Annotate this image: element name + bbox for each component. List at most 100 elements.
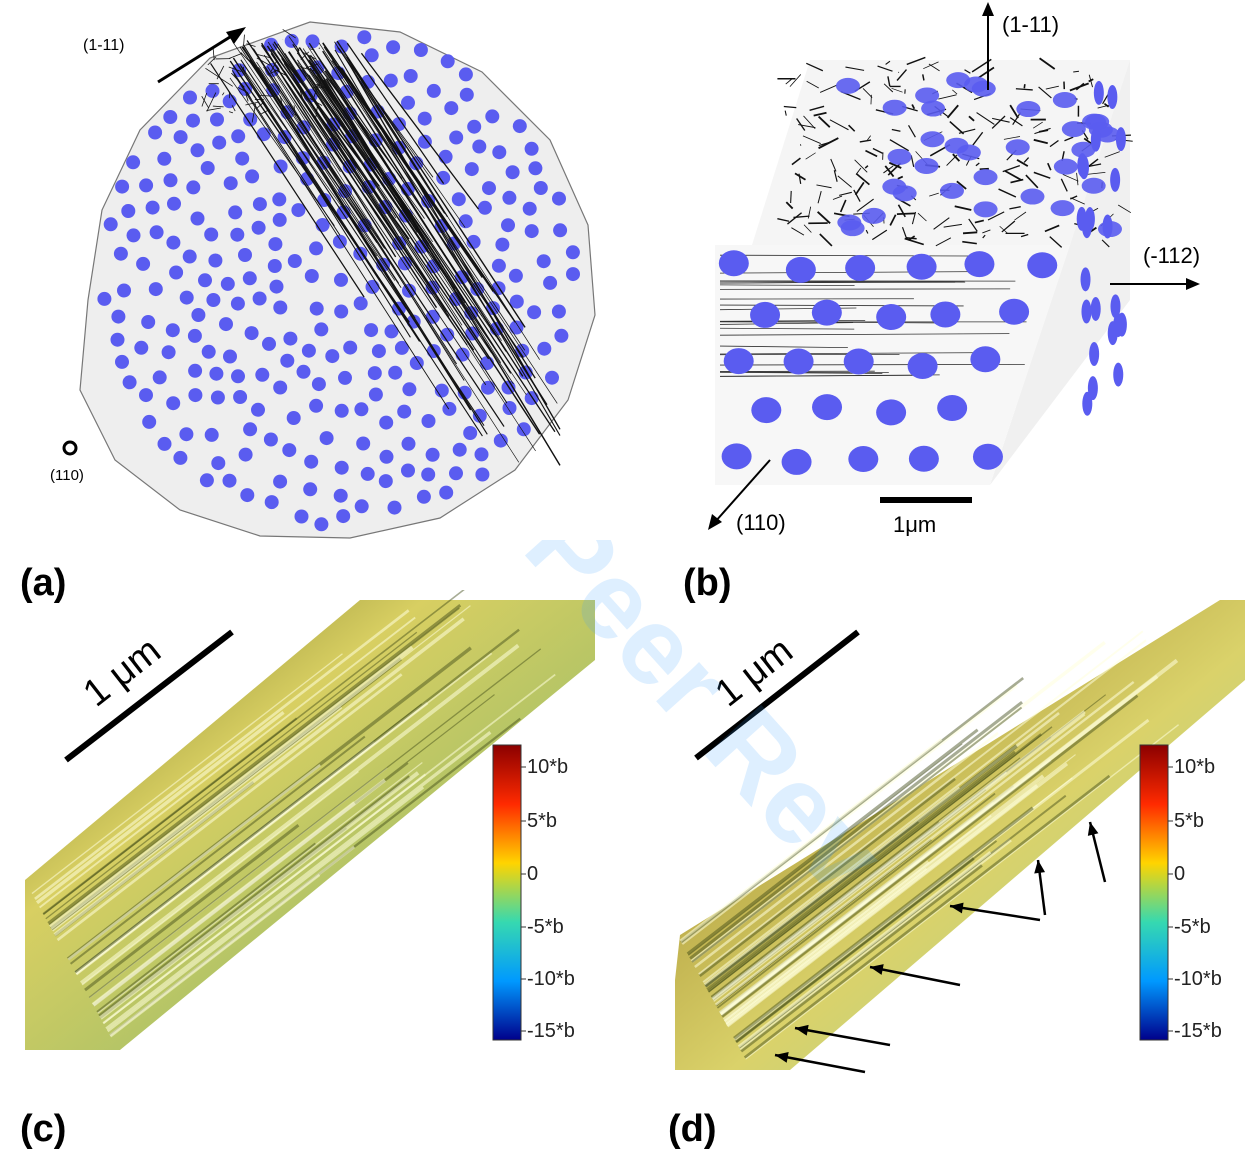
dislocation-line	[859, 139, 872, 143]
precipitate-dot	[937, 394, 968, 421]
colorbar-tick-label: 0	[527, 863, 538, 885]
precipitate-dot	[495, 237, 510, 252]
precipitate-dot	[444, 101, 459, 116]
colorbar-tick-label: -15*b	[1174, 1020, 1222, 1042]
dislocation-line	[803, 224, 812, 233]
precipitate-dot	[204, 427, 219, 442]
dislocation-line	[315, 106, 318, 118]
precipitate-dot	[268, 237, 283, 252]
precipitate-dot	[482, 181, 496, 196]
direction-label-110: (110)	[50, 467, 84, 484]
precipitate-dot	[267, 259, 282, 273]
slip-step	[712, 771, 1008, 1000]
dislocation-line	[794, 172, 806, 181]
precipitate-dot	[240, 488, 255, 503]
slip-step	[75, 652, 493, 975]
dislocation-line	[256, 57, 270, 66]
precipitate-dot	[286, 411, 301, 425]
slip-step	[84, 824, 300, 992]
dislocation-line	[237, 86, 248, 93]
precipitate-dot	[220, 276, 235, 291]
dislocation-line	[246, 40, 505, 427]
panel-c-figure: 1 μm 10*b 5*b 0 -5*b -10*b -15*b	[25, 590, 595, 1050]
precipitate-dot	[231, 129, 246, 144]
slip-step	[69, 735, 366, 965]
direction-label-minus112: (-112)	[1143, 243, 1200, 268]
dislocation-line	[845, 66, 865, 71]
direction-label-1-11: (1-11)	[83, 37, 125, 54]
precipitate-dot	[222, 473, 237, 488]
scale-bar	[64, 629, 234, 763]
dislocation-line	[830, 158, 837, 172]
precipitate-dot	[492, 145, 507, 160]
precipitate-dot	[939, 182, 964, 199]
dislocation-line	[270, 61, 277, 73]
dislocation-line	[1015, 88, 1033, 91]
dislocation-line	[346, 56, 449, 218]
step-indicator-arrow	[869, 965, 961, 987]
panel-a: (1-11) (110)	[20, 10, 600, 540]
precipitate-dot	[228, 205, 243, 220]
slip-steps	[679, 630, 1180, 1060]
dislocation-line	[935, 237, 952, 247]
dislocation-line	[246, 43, 256, 47]
precipitate-ellipses	[718, 72, 1127, 475]
precipitate-dot	[906, 253, 937, 280]
slip-step	[716, 792, 996, 1009]
precipitate-dot	[1089, 342, 1100, 367]
dislocation-line	[228, 66, 242, 72]
precipitate-dot	[319, 431, 334, 446]
dislocation-line	[1012, 112, 1021, 126]
precipitate-dot	[269, 279, 284, 294]
precipitate-dot	[103, 217, 118, 232]
slip-step	[680, 683, 1018, 945]
precipitate-dot	[264, 37, 279, 52]
colorbar-tick-label: -5*b	[1174, 916, 1211, 938]
precipitate-dot	[409, 356, 424, 370]
precipitate-dot	[908, 445, 939, 472]
slip-step	[706, 750, 1016, 991]
precipitate-dot	[1078, 155, 1089, 180]
precipitate-dot	[509, 294, 524, 309]
dislocation-line	[911, 104, 916, 110]
precipitate-dot	[210, 390, 225, 405]
dislocation-line	[1101, 239, 1110, 248]
precipitate-dot	[126, 155, 141, 170]
dislocation-line	[307, 46, 456, 272]
precipitate-dot	[190, 143, 205, 158]
precipitate-dot	[354, 402, 369, 417]
precipitate-dot	[439, 485, 454, 500]
slip-step	[698, 777, 956, 977]
slip-step	[67, 764, 321, 961]
precipitate-dot	[1005, 139, 1030, 156]
precipitate-dot	[970, 346, 1001, 373]
dislocation-line	[933, 217, 950, 230]
dislocation-line	[956, 180, 967, 190]
dislocation-line	[232, 41, 396, 281]
dislocation-line	[233, 73, 450, 410]
slip-step	[688, 743, 963, 956]
dislocation-line	[1033, 171, 1051, 179]
dislocation-line	[229, 53, 242, 59]
precipitate-dot	[378, 474, 393, 489]
dislocation-line	[908, 235, 916, 241]
slip-step	[679, 738, 943, 943]
dislocation-line	[848, 124, 856, 132]
dislocation-line	[962, 240, 977, 245]
precipitate-dot	[1027, 252, 1058, 279]
scale-bar-label: 1 μm	[708, 630, 801, 716]
dislocation-line	[287, 51, 492, 354]
precipitate-dot	[223, 176, 238, 191]
dislocation-line	[901, 227, 908, 239]
dislocation-line	[785, 201, 794, 210]
precipitate-dot	[206, 293, 221, 307]
precipitate-dot	[508, 268, 523, 283]
dislocation-line	[896, 212, 916, 215]
dislocation-line	[212, 47, 215, 61]
precipitate-dot	[356, 436, 371, 451]
precipitate-dot	[314, 517, 329, 532]
precipitate-dot	[458, 67, 473, 82]
dislocation-line	[818, 137, 839, 150]
colorbar-tick-label: -15*b	[527, 1020, 575, 1042]
dislocation-line	[1103, 102, 1110, 108]
